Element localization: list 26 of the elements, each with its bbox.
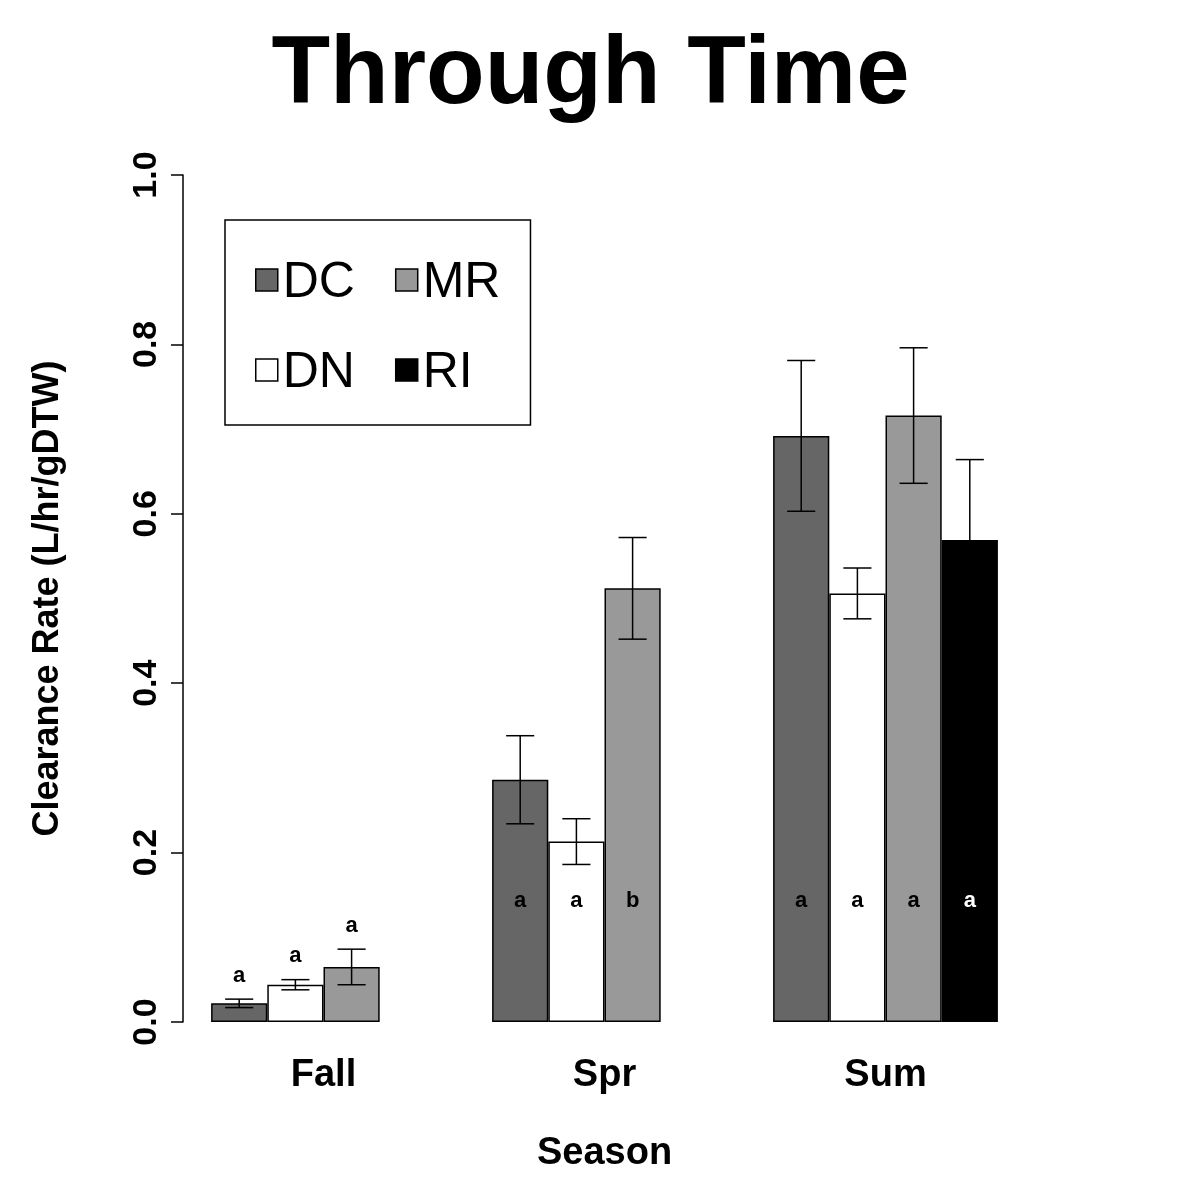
y-tick-label: 0.8 [125,320,163,369]
x-tick-label: Spr [572,1052,637,1094]
data-label: a [289,942,303,968]
y-tick-label: 0.6 [125,490,163,538]
legend-label: RI [422,342,473,398]
chart-title: Through Time [271,15,910,123]
data-label: a [907,886,921,912]
data-label: a [795,886,809,912]
legend-label: MR [422,252,501,308]
legend-label: DC [282,252,355,308]
x-tick-label: Sum [844,1052,927,1094]
y-axis-title: Clearance Rate (L/hr/gDTW) [24,360,66,837]
legend-label: DN [282,342,355,398]
x-axis-title: Season [536,1130,673,1172]
data-label: a [851,886,865,912]
y-tick-label: 0.2 [125,828,163,877]
data-label: a [514,886,528,912]
x-tick-label: Fall [290,1052,357,1094]
data-label: b [625,886,640,912]
data-label: a [345,911,359,937]
y-tick-label: 0.0 [125,998,163,1046]
y-tick-label: 1.0 [125,151,163,199]
data-label: a [570,886,584,912]
data-label: a [233,961,247,987]
data-label: a [963,886,977,912]
y-tick-label: 0.4 [125,659,163,707]
